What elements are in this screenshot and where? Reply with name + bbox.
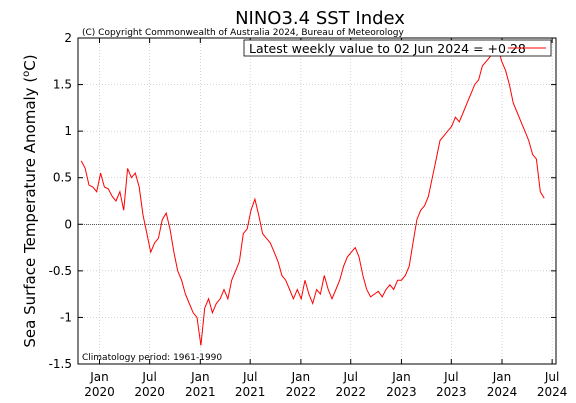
x-tick-year: 2022 [335, 385, 366, 399]
legend: Latest weekly value to 02 Jun 2024 = +0.… [243, 39, 552, 57]
x-tick-month: Jul [343, 370, 358, 384]
legend-box [243, 39, 552, 57]
x-tick-month: Jan [89, 370, 109, 384]
x-axis-ticks: Jan2020Jul2020Jan2021Jul2021Jan2022Jul20… [84, 38, 567, 399]
x-tick-year: 2024 [487, 385, 518, 399]
y-tick-label: 1 [64, 124, 72, 138]
x-tick-month: Jul [242, 370, 257, 384]
legend-label: Latest weekly value to 02 Jun 2024 = +0.… [249, 41, 526, 56]
copyright-note: (C) Copyright Commonwealth of Australia … [82, 28, 405, 38]
gridlines [78, 37, 556, 365]
y-tick-label: 1.5 [53, 78, 72, 92]
x-tick-month: Jan [190, 370, 210, 384]
y-tick-label: -1.5 [49, 357, 72, 371]
x-tick-month: Jul [141, 370, 156, 384]
chart-title: NINO3.4 SST Index [235, 8, 405, 29]
anomaly-series-line [80, 41, 545, 346]
x-tick-year: 2020 [84, 385, 115, 399]
x-tick-year: 2021 [185, 385, 216, 399]
plot-frame [77, 37, 557, 365]
x-tick-year: 2021 [235, 385, 266, 399]
y-axis-label-unit: C) [21, 54, 39, 70]
y-tick-label: -1 [60, 310, 72, 324]
y-tick-label: 0.5 [53, 171, 72, 185]
y-axis-label-main: Sea Surface Temperature Anomaly ( [21, 77, 39, 348]
x-tick-year: 2023 [386, 385, 417, 399]
x-tick-month: Jul [544, 370, 559, 384]
x-tick-month: Jan [291, 370, 311, 384]
x-tick-year: 2020 [134, 385, 165, 399]
x-tick-month: Jan [391, 370, 411, 384]
y-axis-ticks: 2 1.5 1 0.5 0 -0.5 -1 -1.5 [49, 31, 556, 371]
plot-area [78, 38, 556, 364]
x-tick-year: 2023 [436, 385, 467, 399]
y-tick-label: -0.5 [49, 264, 72, 278]
y-axis-label-degree: o [21, 71, 32, 77]
y-axis-label: Sea Surface Temperature Anomaly (oC) [21, 54, 39, 347]
x-tick-year: 2022 [286, 385, 317, 399]
x-tick-month: Jul [443, 370, 458, 384]
climatology-note: Climatology period: 1961-1990 [82, 353, 222, 363]
x-tick-year: 2024 [537, 385, 568, 399]
x-tick-month: Jan [492, 370, 512, 384]
y-tick-label: 2 [64, 31, 72, 45]
y-tick-label: 0 [64, 217, 72, 231]
